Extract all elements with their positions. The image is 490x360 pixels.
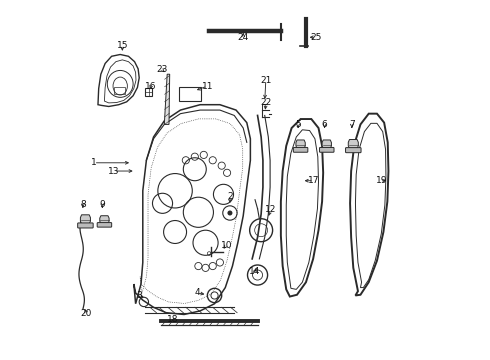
Polygon shape: [164, 74, 170, 125]
Text: 20: 20: [81, 309, 92, 318]
FancyBboxPatch shape: [298, 140, 303, 143]
FancyBboxPatch shape: [102, 216, 107, 218]
Text: 9: 9: [99, 200, 105, 209]
Text: 16: 16: [146, 82, 157, 91]
Text: 4: 4: [195, 288, 200, 297]
Text: 19: 19: [376, 176, 388, 185]
Text: 15: 15: [117, 41, 128, 50]
Polygon shape: [80, 215, 91, 224]
Text: 13: 13: [108, 167, 120, 176]
Text: 21: 21: [260, 76, 271, 85]
FancyBboxPatch shape: [97, 222, 112, 227]
Text: 1: 1: [91, 158, 97, 167]
Text: 22: 22: [260, 98, 271, 107]
FancyBboxPatch shape: [83, 215, 88, 218]
FancyBboxPatch shape: [351, 140, 355, 142]
Text: 25: 25: [310, 33, 322, 42]
Text: 11: 11: [201, 82, 213, 91]
Text: 5: 5: [295, 120, 301, 129]
Text: 6: 6: [322, 120, 327, 129]
Polygon shape: [348, 140, 358, 148]
FancyBboxPatch shape: [78, 223, 93, 228]
Polygon shape: [322, 140, 331, 148]
Text: 17: 17: [308, 176, 319, 185]
Text: 12: 12: [265, 205, 276, 214]
Text: 24: 24: [238, 33, 249, 42]
FancyBboxPatch shape: [345, 148, 361, 153]
Text: 2: 2: [227, 192, 233, 201]
Polygon shape: [296, 140, 305, 148]
Text: 8: 8: [80, 200, 86, 209]
FancyBboxPatch shape: [324, 140, 329, 143]
Polygon shape: [100, 216, 109, 223]
FancyBboxPatch shape: [294, 148, 308, 152]
Text: 7: 7: [349, 120, 355, 129]
Text: 14: 14: [249, 267, 261, 276]
Circle shape: [227, 211, 232, 216]
Text: 3: 3: [136, 291, 142, 300]
Text: 10: 10: [220, 241, 232, 250]
FancyBboxPatch shape: [319, 148, 334, 152]
Text: 18: 18: [167, 315, 178, 324]
Text: 23: 23: [156, 65, 168, 74]
